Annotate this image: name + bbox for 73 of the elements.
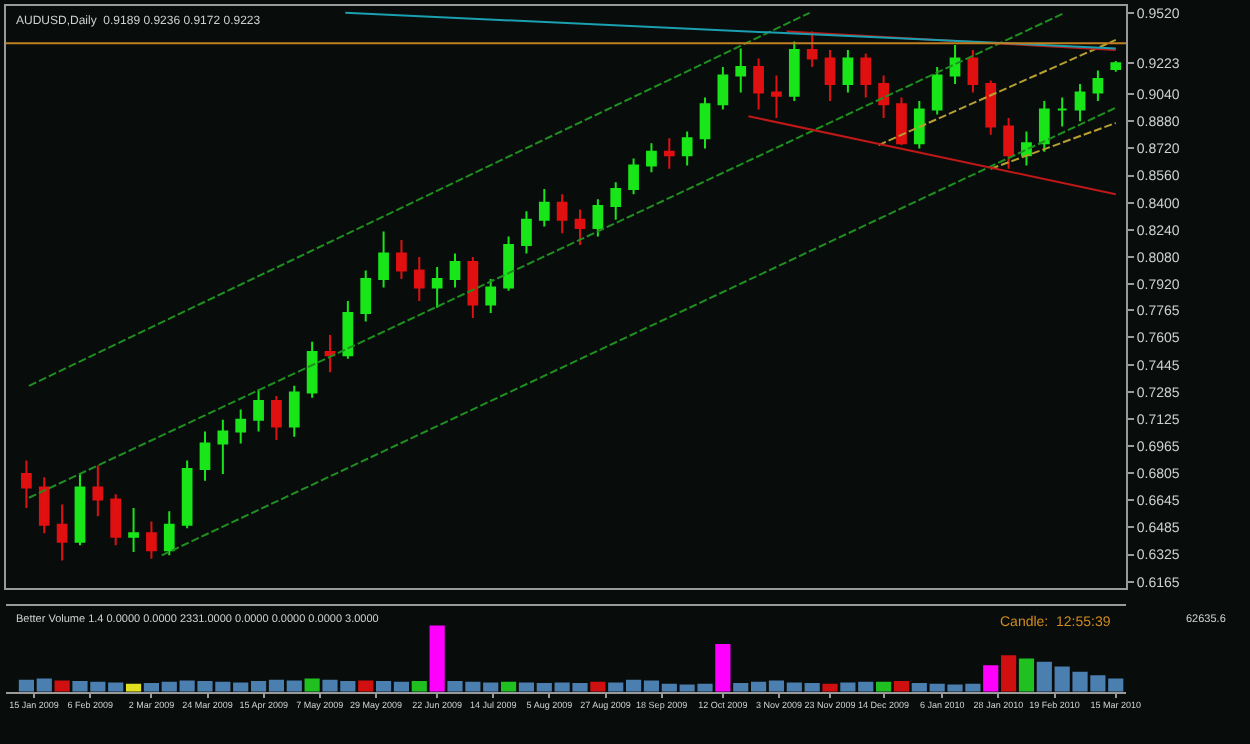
candlestick [806,30,818,69]
candlestick [521,210,532,255]
candlestick [1038,99,1050,153]
candlestick [1021,130,1032,167]
candlestick [771,74,782,119]
candlestick [610,181,622,221]
candlestick [985,79,997,136]
candlestick [288,384,300,438]
candlestick [396,238,407,280]
bar [1001,655,1017,692]
candlestick [574,208,586,247]
candlestick [485,277,497,314]
candlestick [824,49,836,102]
bar [304,678,320,692]
candlestick [1092,69,1104,102]
candlestick [556,193,568,235]
candlestick [1074,83,1086,123]
bar [54,680,70,692]
candlestick [306,340,318,399]
candlestick [271,394,282,442]
candlestick [181,459,193,530]
candlestick [646,142,657,174]
bar [983,665,999,692]
candlestick [38,476,50,535]
candlestick [717,66,729,111]
candlestick [699,96,711,150]
candlestick [199,430,211,482]
candlestick [860,52,872,99]
candlestick [753,57,764,111]
bar [715,643,731,692]
candlestick [1056,96,1068,128]
candlestick [56,503,68,562]
candlestick [324,333,336,374]
candlestick [1110,59,1122,73]
candlestick [842,49,854,94]
candlestick [74,472,86,547]
candlestick [788,40,800,102]
candlestick [110,493,122,547]
candlestick [467,255,479,319]
candlestick [896,96,907,147]
bar [358,680,374,692]
bar [893,681,910,692]
candlestick [913,99,925,150]
candlestick [538,188,550,228]
candlestick [342,300,354,360]
candlestick [413,255,425,303]
candlestick [681,130,693,167]
candlestick [217,418,229,475]
candlestick [378,230,389,289]
bar [1018,658,1035,692]
candlestick [663,137,675,170]
candlestick [163,510,175,557]
candlestick [931,66,943,116]
bar [822,683,838,692]
candlestick [735,47,747,94]
candlestick [449,252,461,289]
candlestick [431,266,443,309]
bar [429,625,445,692]
candlestick [360,269,372,323]
candlestick [92,464,104,518]
bar [411,681,427,692]
candlestick [235,408,247,445]
candlestick [1003,116,1014,170]
candlestick [146,520,157,560]
candlestick [949,44,961,85]
candlestick [878,74,889,119]
candlestick [503,235,514,292]
candlestick [628,157,639,196]
candlestick [253,388,264,433]
candlestick [128,506,139,553]
candlestick [21,459,32,509]
candlestick [967,49,979,94]
candlestick [592,198,604,238]
